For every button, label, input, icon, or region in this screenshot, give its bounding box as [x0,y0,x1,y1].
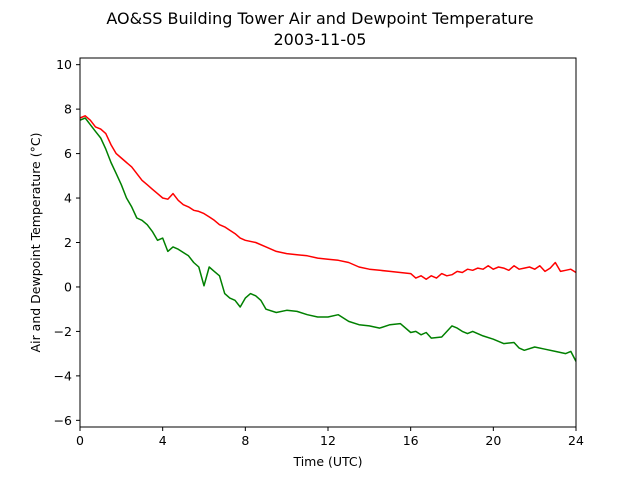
y-tick-label: 0 [64,279,72,294]
x-axis-ticks: 0 4 8 12 16 20 24 [76,427,584,448]
x-tick-label: 24 [568,433,584,448]
y-tick-label: 8 [64,102,72,117]
y-axis-ticks: −6 −4 −2 0 2 4 6 8 10 [54,57,80,428]
x-tick-label: 12 [320,433,336,448]
x-tick-label: 20 [485,433,501,448]
series-line-2 [79,117,577,362]
y-tick-label: −4 [54,368,72,383]
x-tick-label: 4 [159,433,167,448]
y-tick-label: 4 [64,191,72,206]
y-tick-label: 10 [56,57,72,72]
plot-lines [79,115,577,362]
y-tick-label: −6 [54,413,72,428]
chart-subtitle: 2003-11-05 [274,30,367,49]
x-tick-label: 0 [76,433,84,448]
y-tick-label: 6 [64,146,72,161]
y-tick-label: 2 [64,235,72,250]
plot-frame [79,57,577,428]
x-tick-label: 16 [403,433,419,448]
y-axis-label: Air and Dewpoint Temperature (°C) [28,133,43,353]
x-axis-label: Time (UTC) [292,454,362,469]
y-tick-label: −2 [54,324,72,339]
series-line-1 [79,115,577,280]
x-tick-label: 8 [241,433,249,448]
chart-title: AO&SS Building Tower Air and Dewpoint Te… [106,9,533,28]
